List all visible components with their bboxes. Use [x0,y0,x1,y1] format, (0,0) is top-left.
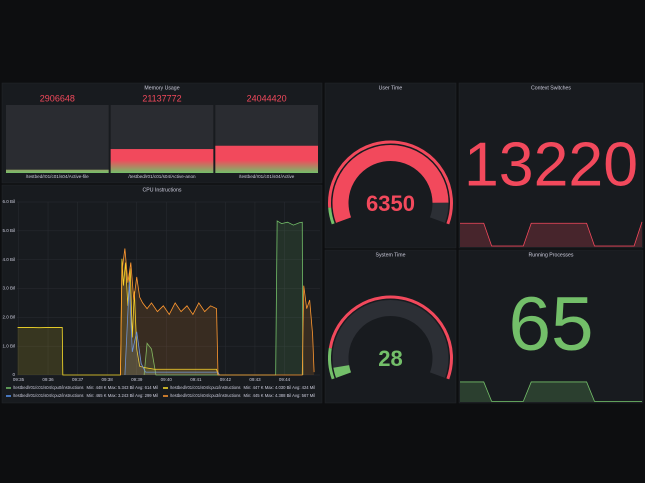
gauge-value: 6350 [366,191,415,216]
bar-label: /testbed/r01/c01/s04/Active [239,174,295,179]
panel [1,184,323,404]
legend-stats: Min: 448 K Max: 5.343 Bil Avg: 614 Mil [87,385,159,390]
bar-value: 24044420 [247,93,287,103]
bar-value: 2906648 [40,93,75,103]
x-tick-label: 09:39 [131,377,143,382]
x-tick-label: 09:35 [13,377,25,382]
x-tick-label: 09:36 [42,377,54,382]
series-line [124,281,220,376]
bar-value: 21137772 [142,93,181,103]
threshold-band [328,140,453,225]
panel-title: Memory Usage [144,85,179,91]
series-line [120,248,315,376]
legend-entry: /testbed/r01/c01/s04/cpu0/instructions Mi… [13,385,158,390]
panel [458,82,644,249]
gauge-fill [332,145,449,223]
stat-value: 65 [508,282,593,367]
sparkline-line [460,221,643,247]
x-tick-label: 09:44 [279,377,291,382]
panel-title: System Time [376,252,406,258]
y-tick-label: 0 [12,372,15,377]
y-tick-label: 3.0 Bil [2,286,15,291]
gauge-value: 28 [378,346,402,371]
sparkline-line [460,381,642,402]
gauge-track [332,300,449,378]
legend-name: /testbed/r01/c01/s04/cpu0/instructions [13,385,84,390]
x-tick-label: 09:43 [249,377,261,382]
y-tick-label: 6.0 Bil [2,199,15,204]
panel-title: Running Processes [529,252,574,258]
bar-track [6,105,109,173]
bar-label: /testbed/r01/c01/s04/Active-anon [128,174,196,179]
y-tick-label: 5.0 Bil [2,228,15,233]
sparkline-area [460,381,642,402]
series-area [124,281,220,375]
series-area [144,220,303,375]
legend-name: /testbed/r01/c01/s04/cpu1/instructions [170,385,241,390]
panel [458,249,644,404]
panel-title: CPU Instructions [143,187,182,193]
panel-title: Context Switches [531,85,571,91]
x-tick-label: 09:37 [72,377,84,382]
gauge-fill [333,364,352,378]
legend-stats: Min: 445 K Max: 4.388 Bil Avg: 567 Mil [244,393,316,398]
series-line [143,220,304,376]
threshold-band [328,207,335,225]
stat-value: 13220 [464,129,638,199]
series-area [17,258,219,375]
legend-stats: Min: 447 K Max: 4.030 Bil Avg: 424 Mil [244,385,316,390]
bar [110,149,214,173]
x-tick-label: 09:38 [102,377,114,382]
y-tick-label: 4.0 Bil [2,257,15,262]
bar [6,169,109,173]
bar-label: /testbed/r01/c01/s04/Active-file [26,174,89,179]
legend-name: /testbed/r01/c01/s04/cpu2/instructions [13,393,84,398]
legend-name: /testbed/r01/c01/s04/cpu3/instructions [170,393,241,398]
legend-entry: /testbed/r01/c01/s04/cpu1/instructions Mi… [170,385,315,390]
x-tick-label: 09:41 [190,377,202,382]
bar [215,145,318,173]
y-tick-label: 1.0 Bil [2,343,15,348]
panel-title: User Time [379,85,403,91]
threshold-band [328,347,335,380]
legend-entry: /testbed/r01/c01/s04/cpu2/instructions Mi… [13,393,158,398]
legend-entry: /testbed/r01/c01/s04/cpu3/instructions Mi… [170,393,315,398]
y-tick-label: 2.0 Bil [2,315,15,320]
threshold-band [328,295,453,380]
legend-stats: Min: 465 K Max: 3.243 Bil Avg: 299 Mil [87,393,159,398]
x-tick-label: 09:40 [161,377,173,382]
x-tick-label: 09:42 [220,377,232,382]
sparkline-area [460,221,642,247]
series-area [120,248,315,375]
panel [324,82,457,249]
